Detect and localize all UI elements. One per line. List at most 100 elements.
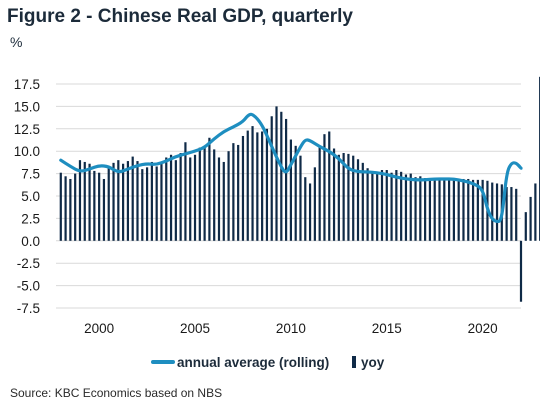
bar-yoy: [534, 183, 537, 241]
bar-yoy: [462, 178, 465, 241]
bar-yoy: [337, 154, 340, 241]
legend-label-average: annual average (rolling): [177, 355, 329, 370]
bar-yoy: [529, 196, 532, 241]
bar-yoy: [64, 176, 67, 241]
y-tick-label: 15.0: [14, 99, 40, 114]
y-axis: 17.5 15.0 12.5 10.0 7.5 5.0 2.5 0.0 -2.5 -5.0 -7.5: [14, 77, 40, 316]
bar-yoy: [380, 170, 384, 241]
bar-yoy: [69, 178, 72, 241]
bar-yoy: [227, 151, 230, 241]
x-tick-label: 2005: [180, 321, 210, 336]
bar-yoy: [131, 156, 134, 241]
bar-yoy: [213, 149, 216, 241]
bar-yoy: [294, 145, 297, 241]
bar-yoy: [93, 170, 96, 241]
bar-yoy: [285, 118, 288, 241]
bar-yoy: [385, 170, 388, 241]
bar-yoy: [390, 172, 393, 241]
bar-yoy: [361, 162, 364, 241]
bar-yoy: [270, 116, 273, 241]
bar-yoy: [136, 161, 139, 241]
bar-yoy: [241, 135, 245, 241]
bar-yoy: [59, 172, 62, 241]
bar-yoy: [476, 179, 479, 241]
bar-yoy: [275, 106, 278, 241]
bar-yoy: [304, 177, 307, 241]
bar-yoy: [184, 142, 187, 241]
bar-yoy: [457, 178, 460, 241]
y-tick-label: 10.0: [14, 144, 40, 159]
bar-yoy: [515, 188, 518, 241]
bar-yoy: [395, 170, 398, 241]
y-tick-label: 5.0: [21, 189, 40, 204]
legend-bar-swatch: [352, 356, 356, 368]
bar-yoy: [332, 148, 336, 241]
bar-yoy: [98, 172, 101, 241]
x-tick-label: 2010: [276, 321, 306, 336]
bar-yoy: [428, 178, 432, 241]
bar-yoy: [122, 163, 125, 241]
bar-yoy: [424, 178, 427, 241]
bar-yoy: [256, 132, 259, 241]
bar-yoy: [491, 182, 494, 241]
y-tick-label: 17.5: [14, 77, 40, 92]
bar-yoy: [237, 144, 240, 241]
bar-yoy: [323, 134, 326, 241]
grid: [56, 83, 521, 309]
x-tick-label: 2020: [468, 321, 498, 336]
x-tick-label: 2000: [84, 321, 114, 336]
y-tick-label: -2.5: [17, 256, 40, 271]
legend: annual average (rolling) yoy: [151, 355, 385, 370]
bar-yoy: [342, 152, 345, 241]
bar-yoy: [78, 160, 82, 241]
bar-yoy: [376, 173, 379, 241]
bar-yoy: [126, 161, 130, 241]
average-line: [59, 112, 523, 224]
bar-yoy: [117, 160, 120, 241]
bar-yoy: [519, 240, 523, 302]
bar-yoy: [447, 179, 451, 241]
bar-yoy: [189, 157, 192, 241]
y-tick-label: 0.0: [21, 234, 40, 249]
bar-yoy: [414, 177, 417, 241]
bar-yoy: [145, 167, 149, 241]
bar-yoy: [289, 139, 292, 241]
bar-yoy: [510, 187, 513, 241]
bar-yoy: [409, 173, 412, 241]
x-axis: 2000 2005 2010 2015 2020: [84, 321, 498, 336]
bar-yoy: [179, 152, 182, 241]
bar-yoy: [313, 167, 316, 241]
bar-yoy: [246, 130, 249, 241]
bar-yoy: [505, 187, 508, 241]
bar-yoy: [102, 178, 106, 241]
bar-yoy: [328, 131, 331, 241]
y-tick-label: -5.0: [17, 279, 40, 294]
bar-yoy: [352, 155, 355, 241]
y-axis-unit: %: [10, 34, 23, 50]
bar-yoy: [193, 154, 197, 241]
y-tick-label: 7.5: [21, 167, 40, 182]
bar-yoy: [400, 171, 403, 241]
bar-yoy: [308, 183, 312, 241]
bar-yoy: [261, 131, 264, 241]
bar-yoy: [83, 161, 86, 241]
bar-yoy: [169, 154, 173, 241]
bar-yoy: [232, 143, 235, 241]
y-tick-label: -7.5: [17, 301, 40, 316]
y-tick-label: 2.5: [21, 211, 40, 226]
bar-yoy: [524, 212, 527, 241]
bar-yoy: [471, 179, 475, 241]
bar-yoy: [481, 179, 484, 241]
bar-yoy: [174, 160, 177, 241]
bar-yoy: [107, 167, 110, 241]
bar-yoy: [165, 157, 168, 241]
bar-yoy: [371, 172, 374, 241]
bar-yoy: [318, 145, 321, 241]
bar-yoy: [404, 174, 408, 241]
source-note: Source: KBC Economics based on NBS: [10, 386, 223, 400]
bar-yoy: [160, 161, 163, 241]
legend-label-yoy: yoy: [361, 355, 385, 370]
bar-yoy: [150, 161, 153, 241]
y-tick-label: 12.5: [14, 122, 40, 137]
